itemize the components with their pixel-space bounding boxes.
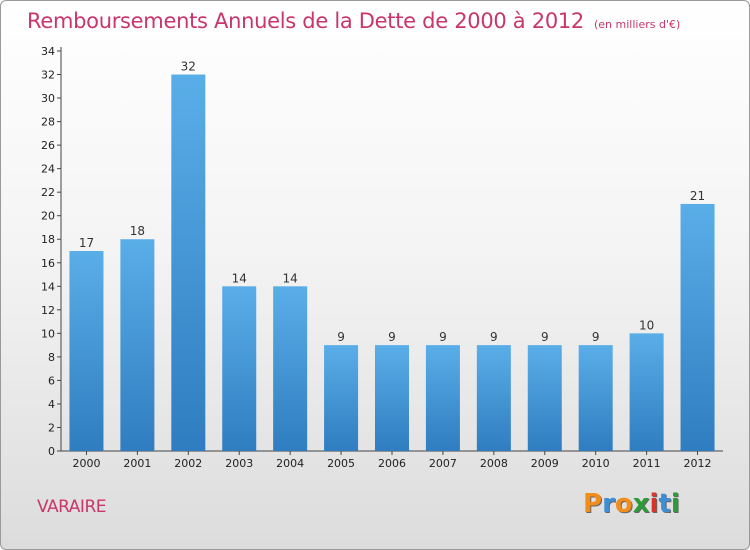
chart-bars: 17 18 32 14 14 9 9 9 9 9 9 10 21 [69,60,715,451]
y-tick-label: 20 [41,210,55,223]
y-tick-label: 8 [48,351,55,364]
bar [578,345,613,451]
chart-subtitle: (en milliers d'€) [594,18,681,31]
logo-letter: t [658,489,671,519]
bar [476,345,511,451]
data-label: 9 [439,330,447,344]
y-tick-label: 28 [41,116,55,129]
logo-letter: i [649,489,659,519]
bar [425,345,460,451]
data-label: 14 [283,271,298,285]
logo-letter: o [614,489,633,519]
data-label: 9 [337,330,345,344]
chart-title: Remboursements Annuels de la Dette de 20… [27,9,680,33]
bar [324,345,359,451]
x-tick-label: 2007 [429,457,457,470]
y-tick-label: 2 [48,421,55,434]
y-tick-label: 0 [48,445,55,458]
data-label: 18 [130,224,145,238]
x-tick-label: 2002 [174,457,202,470]
bar [222,286,257,451]
y-tick-label: 26 [41,139,55,152]
bar [120,239,155,451]
x-tick-label: 2000 [72,457,100,470]
data-label: 9 [592,330,600,344]
x-tick-label: 2009 [531,457,559,470]
data-label: 17 [79,236,94,250]
chart-title-text: Remboursements Annuels de la Dette de 20… [27,9,584,33]
bar [629,333,664,451]
data-label: 9 [541,330,549,344]
y-tick-label: 30 [41,92,55,105]
x-tick-label: 2012 [684,457,712,470]
x-tick-label: 2006 [378,457,406,470]
data-label: 21 [690,189,705,203]
data-label: 14 [232,271,247,285]
x-tick-label: 2005 [327,457,355,470]
logo-letter: i [670,489,680,519]
data-label: 10 [639,318,654,332]
bar [171,74,206,451]
y-tick-label: 18 [41,233,55,246]
logo-letter: r [602,489,615,519]
data-label: 32 [181,60,196,74]
y-tick-label: 24 [41,163,55,176]
y-tick-label: 10 [41,327,55,340]
y-tick-label: 16 [41,257,55,270]
x-tick-label: 2004 [276,457,304,470]
y-tick-label: 4 [48,398,55,411]
y-tick-label: 32 [41,69,55,82]
commune-name: VARAIRE [37,497,107,517]
x-tick-label: 2010 [582,457,610,470]
y-tick-label: 22 [41,186,55,199]
y-tick-label: 12 [41,304,55,317]
x-tick-label: 2001 [123,457,151,470]
bar [527,345,562,451]
data-label: 9 [388,330,396,344]
bar [375,345,409,451]
data-label: 9 [490,330,498,344]
x-tick-label: 2003 [225,457,253,470]
proxiti-logo: Proxiti [583,489,680,519]
logo-letter: x [632,489,650,519]
y-tick-label: 6 [48,374,55,387]
y-tick-label: 34 [41,45,55,58]
bar [680,203,715,451]
x-tick-label: 2008 [480,457,508,470]
y-tick-label: 14 [41,280,55,293]
x-tick-label: 2011 [633,457,661,470]
bar [273,286,308,451]
bar [69,251,104,451]
logo-letter: P [583,489,603,519]
